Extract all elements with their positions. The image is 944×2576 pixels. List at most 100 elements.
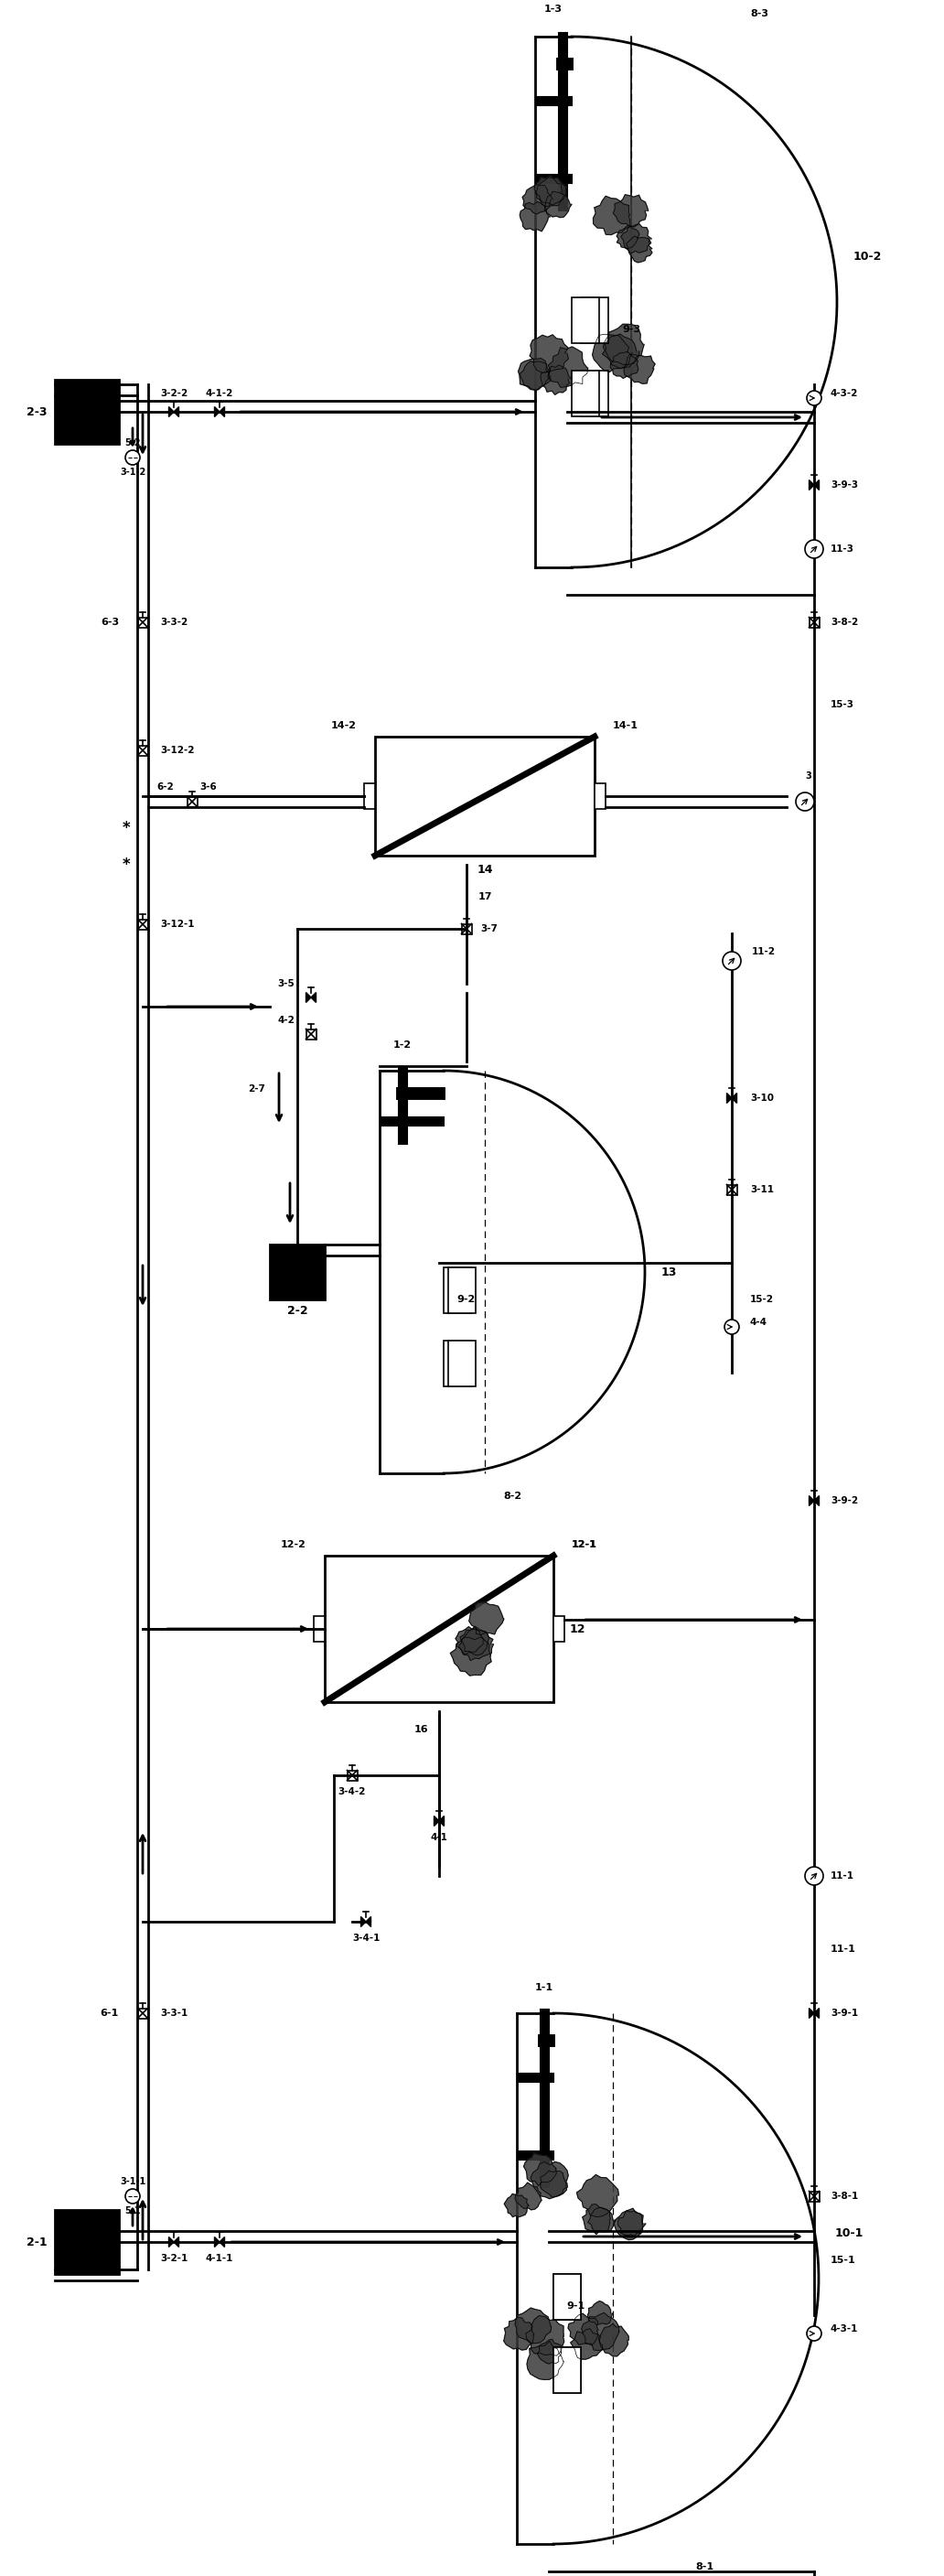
Polygon shape [809,1497,814,1507]
Polygon shape [568,2313,598,2344]
Text: 12-1: 12-1 [572,1540,598,1548]
Text: 2-3: 2-3 [27,407,47,417]
Bar [448,1340,476,1386]
Polygon shape [614,2208,646,2241]
Text: 11-3: 11-3 [831,544,854,554]
Circle shape [796,793,814,811]
Polygon shape [169,2236,174,2246]
Polygon shape [545,191,572,216]
Polygon shape [220,407,225,417]
Polygon shape [618,2210,643,2236]
Bar [595,783,605,809]
Text: 4-1-1: 4-1-1 [206,2254,233,2264]
Bar [55,2210,119,2275]
Bar [375,737,595,855]
Text: 3-2-2: 3-2-2 [160,389,188,399]
Polygon shape [809,479,814,489]
Polygon shape [361,1917,366,1927]
Text: 14-2: 14-2 [331,721,357,729]
Polygon shape [434,1816,439,1826]
Text: 3-5: 3-5 [278,979,295,989]
Text: 9-1: 9-1 [567,2300,585,2311]
Polygon shape [534,175,566,206]
Text: 3-6: 3-6 [199,783,216,791]
Polygon shape [518,358,549,389]
Polygon shape [439,1816,444,1826]
Text: 14-1: 14-1 [613,721,638,729]
Polygon shape [598,2324,629,2357]
Circle shape [723,951,741,971]
Text: 3-11: 3-11 [750,1185,774,1195]
Text: 2-7: 2-7 [248,1084,265,1095]
Polygon shape [527,2342,564,2380]
Text: 2-1: 2-1 [26,2236,47,2249]
Bar [313,1615,325,1641]
Text: 4-1-2: 4-1-2 [206,389,233,399]
Bar [572,296,599,343]
Circle shape [805,541,823,559]
Polygon shape [610,350,638,379]
Text: 3-12-2: 3-12-2 [160,747,194,755]
Text: 15-1: 15-1 [831,2257,856,2264]
Circle shape [126,2190,140,2202]
Polygon shape [593,335,632,371]
Bar [444,1267,471,1314]
Text: 10-1: 10-1 [835,2226,864,2239]
Polygon shape [174,2236,178,2246]
Text: 3-4-2: 3-4-2 [338,1788,366,1795]
Polygon shape [548,348,588,386]
Bar [138,618,147,629]
Polygon shape [814,479,819,489]
Text: 15-2: 15-2 [750,1296,774,1303]
Bar [63,2236,74,2246]
Bar [553,2275,581,2321]
Polygon shape [727,1092,732,1103]
Polygon shape [530,335,568,374]
Text: 3-2-1: 3-2-1 [160,2254,188,2264]
Text: 8-1: 8-1 [695,2563,714,2571]
Text: 3-1-1: 3-1-1 [120,2177,145,2187]
Bar [462,925,472,935]
Text: 6-2: 6-2 [157,783,174,791]
Bar [138,920,147,930]
Polygon shape [570,2329,602,2360]
Polygon shape [621,224,651,252]
Polygon shape [520,361,551,389]
Text: 9-3: 9-3 [622,325,640,335]
Polygon shape [814,1497,819,1507]
Text: 4-4: 4-4 [750,1319,767,1327]
Bar [187,796,197,806]
Text: 12-2: 12-2 [281,1540,307,1548]
Polygon shape [537,2339,562,2365]
Circle shape [126,451,140,464]
Polygon shape [593,196,631,234]
Polygon shape [459,1625,494,1662]
Bar [138,744,147,755]
Bar [581,296,608,343]
Polygon shape [588,2300,613,2324]
Bar [55,379,119,443]
Text: 10-2: 10-2 [853,250,882,263]
Bar [572,371,599,417]
Polygon shape [809,2009,814,2017]
Bar [63,407,74,417]
Polygon shape [450,1636,491,1674]
Bar [325,1556,553,1703]
Polygon shape [311,992,316,1002]
Bar [448,1267,476,1314]
Polygon shape [624,355,655,384]
Text: 3-9-1: 3-9-1 [831,2009,858,2017]
Bar [306,1028,316,1038]
Text: 2-2: 2-2 [287,1303,308,1316]
Polygon shape [174,407,178,417]
Polygon shape [515,2182,542,2210]
Polygon shape [515,2308,551,2344]
Text: 11-1: 11-1 [831,1945,856,1953]
Text: *: * [122,858,130,873]
Text: 3-1-1: 3-1-1 [55,2254,82,2264]
Polygon shape [214,407,220,417]
Polygon shape [366,1917,371,1927]
Text: 3-1-2: 3-1-2 [55,389,82,399]
Polygon shape [627,237,652,263]
Polygon shape [732,1092,737,1103]
